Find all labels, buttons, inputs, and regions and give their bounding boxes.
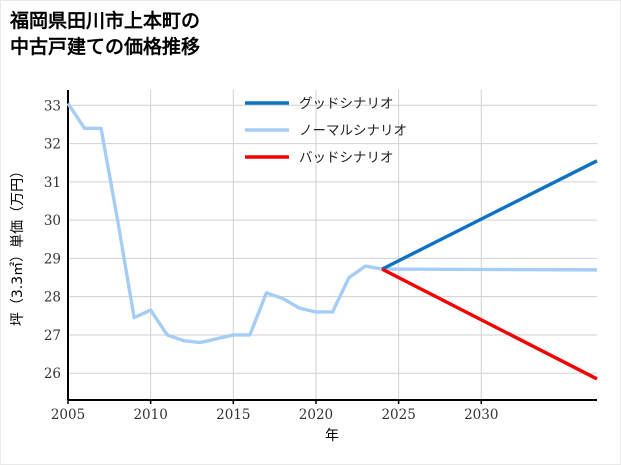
series-line-2 <box>381 159 598 271</box>
y-tick-labels: 26 27 28 29 30 31 32 33 <box>44 98 61 382</box>
legend-label-3: バッドシナリオ <box>299 150 394 166</box>
y-tick-label: 28 <box>44 290 61 306</box>
x-axis-label: 年 <box>325 428 339 444</box>
series-lines <box>66 102 598 381</box>
x-tick-label: 2005 <box>51 407 85 423</box>
legend-label-2: ノーマルシナリオ <box>299 123 407 139</box>
x-tick-label: 2015 <box>216 407 250 423</box>
legend-label-1: グッドシナリオ <box>299 96 394 112</box>
y-tick-label: 29 <box>44 251 61 267</box>
series-line-1 <box>66 102 598 345</box>
y-tick-label: 26 <box>44 366 61 382</box>
series-line-3 <box>381 267 598 381</box>
y-tick-label: 30 <box>44 213 61 229</box>
x-tick-label: 2020 <box>299 407 333 423</box>
y-tick-label: 32 <box>44 137 61 153</box>
x-tick-label: 2010 <box>133 407 167 423</box>
y-axis-label: 坪（3.3㎡）単価（万円） <box>10 164 26 326</box>
y-tick-label: 31 <box>44 175 61 191</box>
y-tick-label: 27 <box>44 328 61 344</box>
x-tick-labels: 2005 2010 2015 2020 2025 2030 <box>51 407 499 423</box>
x-tick-label: 2030 <box>464 407 498 423</box>
y-tick-label: 33 <box>44 98 61 114</box>
chart-title-line1: 福岡県田川市上本町の <box>9 9 200 32</box>
x-tick-label: 2025 <box>381 407 415 423</box>
chart-title-line2: 中古戸建ての価格推移 <box>10 35 200 58</box>
